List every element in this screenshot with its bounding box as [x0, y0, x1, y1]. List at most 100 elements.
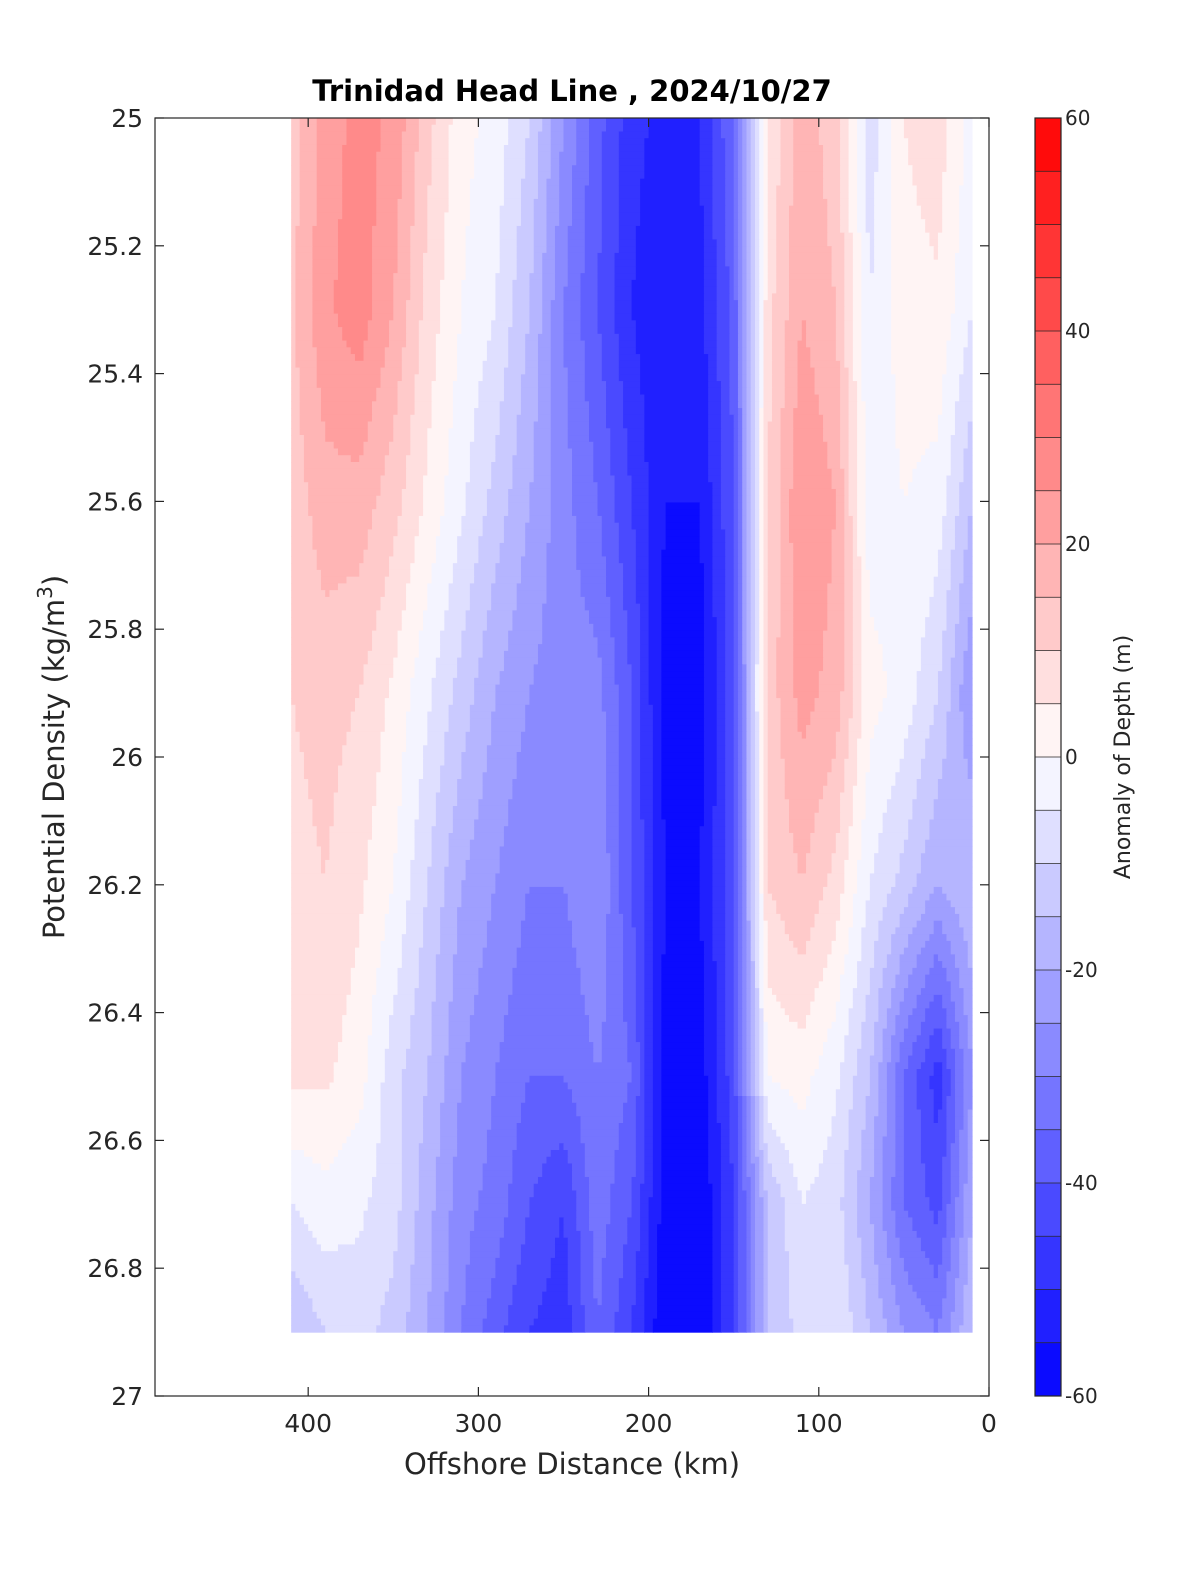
contour-cell: [295, 286, 314, 294]
contour-cell: [750, 482, 756, 490]
contour-cell: [303, 475, 382, 483]
contour-cell: [618, 819, 633, 827]
contour-cell: [567, 232, 586, 241]
contour-cell: [567, 239, 586, 247]
contour-cell: [759, 927, 765, 935]
contour-cell: [397, 381, 416, 389]
contour-cell: [950, 583, 960, 591]
contour-cell: [742, 886, 748, 895]
contour-cell: [886, 684, 918, 692]
contour-cell: [469, 462, 492, 470]
contour-cell: [703, 596, 714, 605]
contour-cell: [746, 468, 752, 477]
contour-cell: [737, 947, 743, 955]
contour-cell: [401, 165, 416, 173]
contour-cell: [316, 556, 365, 564]
contour-cell: [346, 731, 382, 740]
contour-cell: [469, 725, 492, 733]
contour-cell: [631, 475, 650, 483]
contour-cell: [397, 974, 420, 982]
contour-cell: [597, 252, 616, 261]
contour-cell: [780, 711, 799, 719]
contour-cell: [699, 907, 714, 915]
contour-cell: [550, 124, 565, 133]
contour-cell: [291, 306, 297, 315]
contour-cell: [844, 515, 854, 524]
contour-cell: [644, 954, 654, 962]
contour-cell: [895, 374, 943, 382]
contour-cell: [725, 664, 735, 672]
contour-cell: [499, 225, 518, 234]
contour-cell: [742, 913, 748, 922]
contour-cell: [891, 947, 905, 955]
contour-cell: [759, 623, 765, 632]
contour-cell: [733, 252, 739, 261]
contour-cell: [742, 812, 748, 821]
contour-cell: [499, 259, 518, 267]
contour-cell: [746, 698, 752, 706]
contour-cell: [661, 623, 705, 632]
contour-cell: [763, 509, 769, 517]
contour-cell: [886, 954, 901, 962]
contour-cell: [725, 738, 735, 746]
contour-cell: [878, 151, 892, 160]
contour-cell: [857, 536, 867, 544]
contour-cell: [614, 482, 633, 490]
contour-cell: [606, 772, 620, 780]
contour-cell: [742, 273, 748, 281]
contour-cell: [771, 394, 786, 402]
contour-cell: [750, 920, 756, 928]
contour-cell: [499, 428, 518, 436]
contour-cell: [401, 185, 416, 193]
contour-cell: [589, 421, 607, 429]
contour-cell: [554, 259, 569, 267]
contour-cell: [742, 239, 748, 247]
contour-cell: [503, 664, 535, 672]
contour-cell: [840, 381, 850, 389]
contour-cell: [652, 934, 667, 942]
contour-cell: [759, 435, 765, 443]
contour-cell: [631, 758, 641, 767]
contour-cell: [389, 907, 407, 915]
contour-cell: [380, 940, 403, 949]
contour-cell: [474, 576, 497, 584]
contour-cell: [857, 408, 867, 416]
contour-cell: [827, 603, 845, 611]
contour-cell: [737, 144, 743, 153]
contour-cell: [410, 684, 433, 692]
contour-cell: [767, 637, 777, 645]
contour-cell: [410, 252, 424, 261]
contour-cell: [708, 462, 722, 470]
contour-cell: [912, 812, 935, 821]
contour-cell: [848, 428, 858, 436]
contour-cell: [823, 792, 841, 800]
contour-cell: [554, 266, 569, 274]
contour-cell: [848, 718, 862, 726]
contour-cell: [559, 158, 577, 166]
contour-cell: [840, 698, 854, 706]
contour-cell: [291, 360, 297, 369]
contour-cell: [631, 684, 641, 692]
contour-cell: [423, 306, 441, 315]
contour-cell: [610, 900, 620, 908]
contour-cell: [861, 246, 871, 254]
contour-cell: [878, 920, 901, 928]
contour-cell: [754, 920, 760, 928]
contour-cell: [529, 124, 543, 133]
contour-cell: [929, 603, 948, 611]
contour-cell: [763, 124, 769, 133]
contour-cell: [767, 650, 777, 659]
contour-cell: [435, 340, 458, 348]
contour-cell: [550, 408, 569, 416]
contour-cell: [754, 812, 760, 821]
contour-cell: [482, 529, 505, 537]
contour-cell: [963, 178, 973, 187]
contour-cell: [712, 886, 726, 895]
contour-cell: [750, 563, 756, 571]
contour-cell: [329, 839, 369, 848]
contour-cell: [465, 866, 501, 875]
contour-cell: [954, 907, 973, 915]
contour-cell: [784, 374, 799, 382]
contour-cell: [308, 482, 382, 490]
contour-cell: [716, 644, 726, 652]
